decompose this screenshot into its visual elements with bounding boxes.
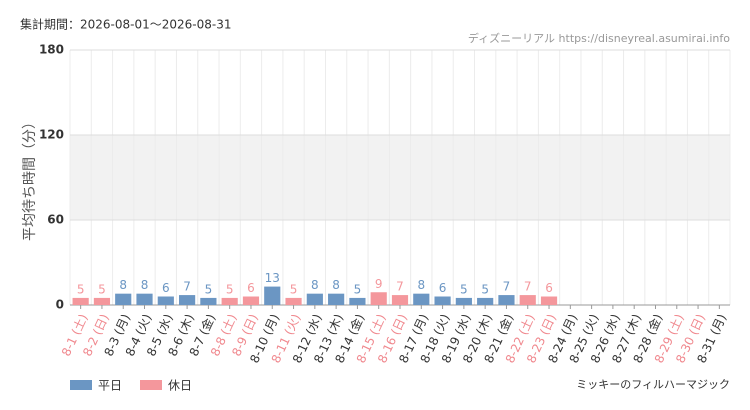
value-label: 8 [141, 278, 149, 292]
bar [72, 297, 89, 305]
bar [370, 292, 387, 305]
bar [477, 297, 494, 305]
bar [519, 295, 536, 305]
value-label: 5 [460, 282, 468, 296]
value-label: 5 [290, 282, 298, 296]
value-label: 6 [247, 281, 255, 295]
bar [93, 297, 111, 305]
chart-title: 集計期間：2026-08-01～2026-08-31 [20, 17, 231, 32]
value-label: 8 [311, 278, 319, 292]
y-tick-label: 0 [56, 298, 64, 312]
value-label: 13 [265, 271, 280, 285]
bar [179, 295, 196, 305]
value-label: 5 [77, 282, 85, 296]
bar [413, 293, 430, 305]
bar [136, 293, 153, 305]
y-axis-label: 平均待ち時間（分） [22, 115, 38, 241]
value-label: 6 [162, 281, 170, 295]
bar [242, 296, 260, 305]
value-label: 5 [98, 282, 106, 296]
value-label: 8 [332, 278, 340, 292]
bar [391, 295, 409, 305]
bar [221, 297, 238, 305]
bar [285, 297, 302, 305]
value-label: 7 [503, 280, 511, 294]
bar [498, 295, 515, 305]
value-label: 9 [375, 277, 383, 291]
bar [349, 297, 366, 305]
y-tick-label: 60 [47, 213, 64, 227]
value-label: 8 [119, 278, 127, 292]
value-label: 7 [183, 280, 191, 294]
y-tick-label: 180 [39, 43, 64, 57]
value-label: 5 [226, 282, 234, 296]
bar [115, 293, 132, 305]
y-tick-label: 120 [39, 128, 64, 142]
bar [328, 293, 345, 305]
bar [455, 297, 472, 305]
value-label: 6 [545, 281, 553, 295]
source: ディズニーリアル https://disneyreal.asumirai.inf… [468, 31, 730, 45]
value-label: 6 [439, 281, 447, 295]
bar [264, 286, 281, 305]
legend-label: 平日 [98, 379, 122, 393]
bar [157, 296, 174, 305]
value-label: 7 [396, 280, 404, 294]
value-label: 7 [524, 280, 532, 294]
bar [540, 296, 558, 305]
value-label: 5 [354, 282, 362, 296]
legend-swatch [70, 380, 92, 390]
legend-swatch [140, 380, 162, 390]
bar [200, 297, 217, 305]
value-label: 5 [481, 282, 489, 296]
bar [434, 296, 451, 305]
legend-label: 休日 [168, 379, 192, 393]
value-label: 8 [417, 278, 425, 292]
bar [306, 293, 323, 305]
subtitle: ミッキーのフィルハーマジック [576, 378, 730, 391]
value-label: 5 [205, 282, 213, 296]
grid-band [70, 135, 730, 220]
